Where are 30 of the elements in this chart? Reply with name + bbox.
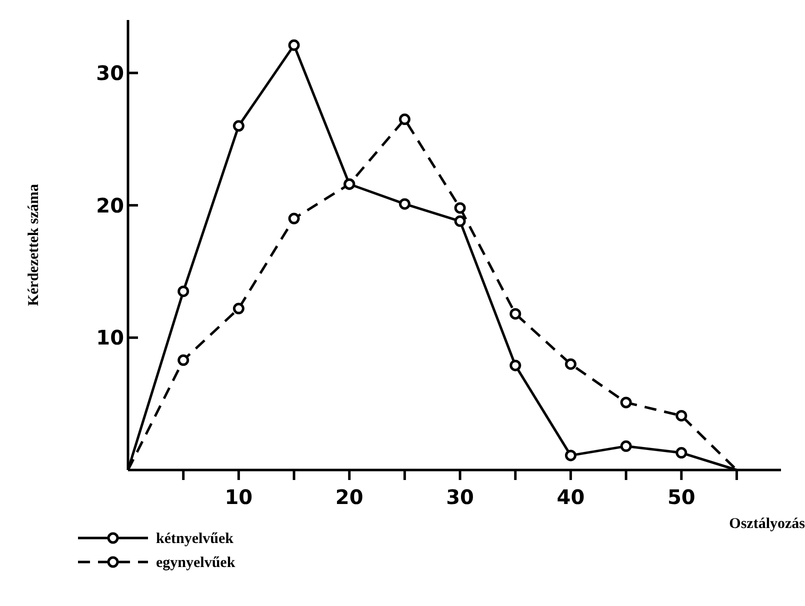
y-tick-label: 10	[96, 326, 124, 350]
point	[620, 440, 632, 452]
point	[676, 410, 688, 422]
point	[564, 358, 576, 370]
point	[178, 286, 190, 298]
point	[232, 120, 244, 132]
x-tick-label: 30	[446, 485, 474, 509]
point	[288, 212, 300, 224]
point	[510, 360, 522, 372]
x-tick-label: 10	[224, 485, 253, 509]
y-tick-label: 20	[96, 193, 124, 218]
x-tick-label: 40	[556, 485, 585, 509]
point	[232, 302, 244, 314]
point	[398, 198, 410, 210]
point	[676, 447, 688, 459]
point	[454, 215, 466, 227]
legend-label: egynyelvűek	[156, 555, 236, 571]
point	[398, 114, 410, 126]
point	[510, 308, 522, 320]
point	[178, 354, 190, 366]
x-tick-label: 50	[667, 485, 696, 509]
y-tick-label: 30	[96, 60, 124, 85]
x-tick-label: 20	[335, 485, 364, 509]
legend-label: kétnyelvűek	[156, 531, 234, 547]
x-axis-title: Osztályozás	[729, 516, 805, 532]
y-axis-title: Kérdezettek száma	[26, 183, 42, 306]
point	[288, 39, 300, 51]
point	[620, 396, 632, 408]
point	[564, 450, 576, 462]
point	[454, 202, 466, 214]
